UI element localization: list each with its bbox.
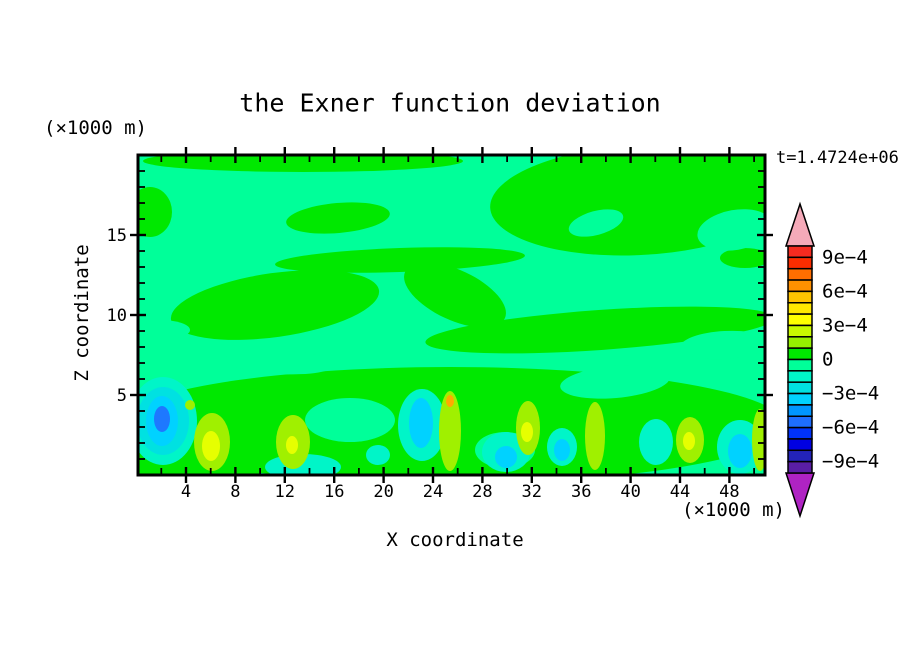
x-tick-label: 40 [620,482,640,502]
contour-feature [286,202,390,234]
contour-feature [554,439,570,461]
y-axis-unit-label: (×1000 m) [44,117,147,139]
contour-feature [185,400,195,410]
contour-feature [143,155,463,172]
x-tick-label: 36 [571,482,591,502]
colorbar-segment [787,290,813,304]
x-axis-label: X coordinate [386,529,524,551]
time-label: t=1.4724e+06 [776,148,899,168]
colorbar-tick-label: −3e−4 [822,383,879,405]
colorbar-segment [787,245,813,259]
axis-ticks [130,147,773,483]
x-tick-label: 28 [472,482,492,502]
contour-feature [138,320,190,340]
contour-feature [715,155,765,225]
colorbar-segment [787,336,813,349]
contour-feature [225,349,335,375]
contour-feature [728,434,752,468]
contour-feature [697,209,765,251]
plot-title: the Exner function deviation [239,88,661,118]
colorbar-segment [787,302,813,315]
contour-feature [404,262,506,328]
colorbar-segment [787,256,813,270]
y-tick-label: 10 [107,306,127,326]
contour-feature [585,402,605,470]
x-tick-label: 8 [230,482,240,502]
contour-field [138,155,765,475]
colorbar-tick-label: 3e−4 [822,314,868,336]
x-tick-label: 48 [719,482,739,502]
colorbar-segment [787,313,813,327]
colorbar-tick-label: 6e−4 [822,280,868,302]
colorbar-segment [787,381,813,395]
colorbar-segment [787,449,813,463]
contour-feature [305,398,395,442]
colorbar-tick-label: −6e−4 [822,417,879,439]
x-tick-label: 44 [670,482,690,502]
contour-feature [495,446,517,468]
contour-feature [439,391,461,471]
x-tick-label: 24 [423,482,443,502]
colorbar-segment [787,279,813,293]
contour-feature [521,422,533,442]
x-tick-label: 12 [275,482,295,502]
colorbar-tick-label: 0 [822,349,833,371]
contour-feature [680,330,765,360]
colorbar-arrow-top [784,201,816,247]
contour-feature [202,431,220,461]
contour-feature [170,270,380,340]
colorbar-segment [787,347,813,361]
contour-feature [752,409,765,471]
contour-feature [560,365,670,399]
contour-feature [568,209,624,237]
contour-feature [286,436,298,454]
contour-feature [275,247,525,273]
contour-feature [683,432,695,450]
x-tick-label: 16 [324,482,344,502]
contour-feature [154,406,170,432]
x-tick-label: 20 [373,482,393,502]
colorbar-segment [787,358,813,372]
contour-feature [446,395,454,407]
colorbar-tick-label: −9e−4 [822,451,879,473]
colorbar-arrow-bottom [784,472,816,519]
colorbar-segment [787,324,813,338]
contour-feature [720,248,765,268]
colorbar-segment [787,415,813,429]
colorbar-tick-label: 9e−4 [822,246,868,268]
contour-feature [138,187,172,237]
colorbar-segment [787,370,813,383]
colorbar-segment [787,426,813,440]
x-axis-unit-label: (×1000 m) [682,499,785,521]
contour-feature [639,419,673,465]
contour-feature [366,445,390,465]
y-tick-label: 15 [107,226,127,246]
colorbar-segment [787,404,813,417]
colorbar-segment [787,392,813,406]
x-tick-label: 4 [181,482,191,502]
contour-feature [409,398,433,448]
colorbar-segment [787,460,813,474]
contour-feature [425,306,765,354]
colorbar-segment [787,267,813,281]
colorbar-segment [787,438,813,452]
x-tick-label: 32 [522,482,542,502]
y-tick-label: 5 [117,386,127,406]
